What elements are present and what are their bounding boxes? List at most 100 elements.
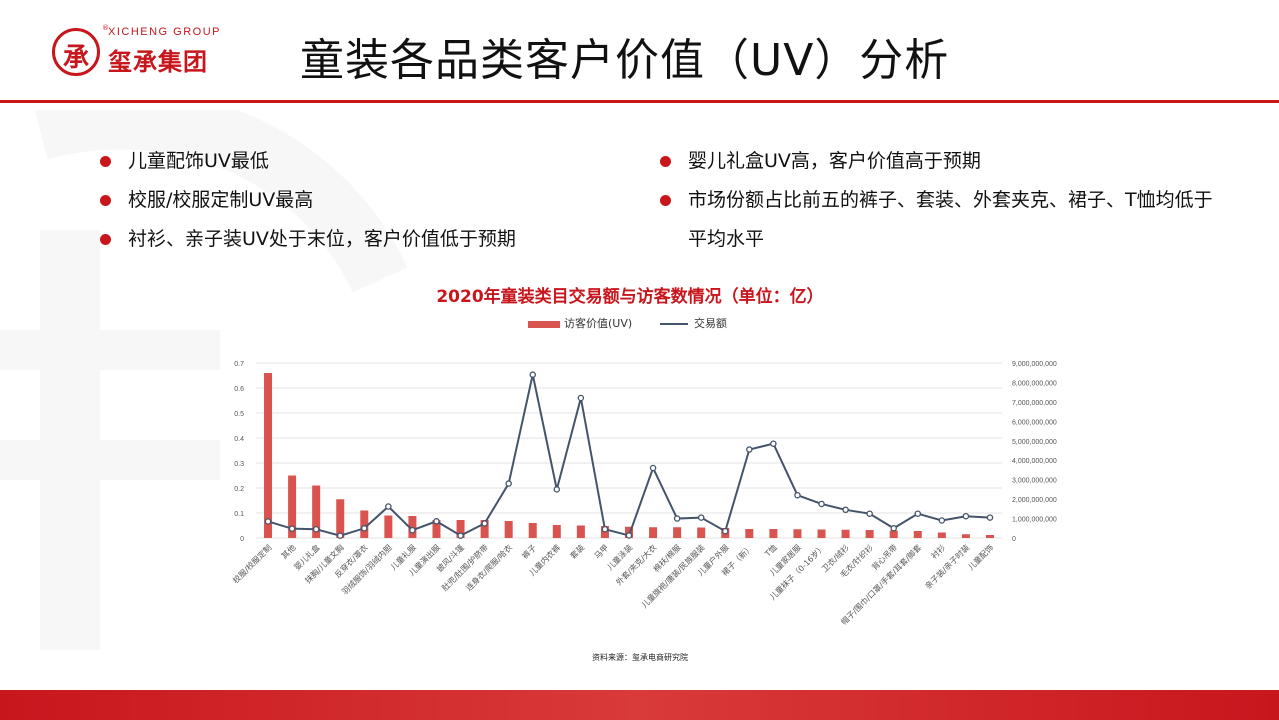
x-category-label: 其他 bbox=[279, 542, 297, 560]
gmv-point bbox=[288, 525, 296, 532]
bullet-dot-icon bbox=[100, 195, 111, 206]
bullet-dot-icon bbox=[100, 156, 111, 167]
uv-bar bbox=[288, 475, 297, 538]
y-left-tick-label: 0.3 bbox=[234, 461, 244, 468]
gmv-point bbox=[577, 394, 585, 402]
gmv-point bbox=[866, 510, 873, 517]
gmv-point bbox=[385, 503, 392, 510]
chart-title: 2020年童装类目交易额与访客数情况（单位：亿） bbox=[436, 287, 824, 307]
uv-bar bbox=[985, 535, 994, 538]
gmv-point bbox=[697, 514, 705, 521]
uv-bar bbox=[769, 529, 778, 538]
uv-bar bbox=[552, 525, 561, 538]
bullet-item: 市场份额占比前五的裤子、套装、外套夹克、裙子、T恤均低于平均水平 bbox=[660, 181, 1220, 259]
y-left-tick-label: 0.5 bbox=[234, 411, 244, 418]
uv-bar bbox=[528, 523, 537, 538]
x-category-label: T恤 bbox=[762, 542, 779, 559]
uv-bar bbox=[336, 499, 345, 538]
x-category-label: 校服/校服定制 bbox=[231, 542, 274, 585]
uv-bar bbox=[576, 525, 585, 538]
gmv-point bbox=[962, 512, 970, 520]
logo-chinese: 玺承集团 bbox=[108, 48, 208, 76]
footer-bar bbox=[0, 690, 1279, 720]
uv-bar bbox=[432, 520, 441, 538]
gmv-point bbox=[553, 486, 561, 493]
chart-legend: 访客价值(UV) 交易额 bbox=[470, 314, 800, 334]
y-right-tick-label: 1,000,000,000 bbox=[1012, 517, 1057, 524]
uv-bar bbox=[673, 527, 682, 538]
gmv-point bbox=[794, 491, 801, 499]
y-left-tick-label: 0.2 bbox=[234, 486, 244, 493]
uv-bar bbox=[264, 373, 273, 538]
uv-bar bbox=[697, 527, 706, 538]
y-left-tick-label: 0.7 bbox=[234, 361, 244, 368]
x-category-label: 马甲 bbox=[593, 543, 611, 561]
bullet-dot-icon bbox=[660, 195, 671, 206]
gmv-line bbox=[267, 374, 991, 537]
gmv-point bbox=[842, 506, 849, 514]
uv-bar bbox=[504, 521, 513, 538]
gmv-point bbox=[336, 532, 344, 539]
bullet-item: 儿童配饰UV最低 bbox=[100, 142, 620, 181]
bullet-item: 衬衫、亲子装UV处于末位，客户价值低于预期 bbox=[100, 220, 620, 259]
watermark-logo bbox=[0, 110, 408, 650]
y-right-tick-label: 3,000,000,000 bbox=[1012, 478, 1057, 485]
gmv-point bbox=[746, 446, 753, 453]
gmv-point bbox=[770, 440, 777, 447]
gmv-point bbox=[890, 525, 897, 532]
gmv-point bbox=[457, 532, 464, 539]
bullet-list-right: 婴儿礼盒UV高，客户价值高于预期 市场份额占比前五的裤子、套装、外套夹克、裙子、… bbox=[660, 142, 1220, 259]
legend-item-gmv: 交易额 bbox=[660, 314, 727, 334]
x-category-label: 儿童配饰 bbox=[966, 542, 996, 572]
y-right-tick-label: 8,000,000,000 bbox=[1012, 380, 1057, 387]
gmv-point bbox=[625, 532, 633, 539]
uv-bar bbox=[841, 529, 850, 538]
x-category-label: 裤子 bbox=[520, 542, 538, 560]
gmv-point bbox=[986, 514, 994, 521]
gmv-point bbox=[914, 510, 922, 517]
company-logo: 承 ® XICHENG GROUP 玺承集团 bbox=[52, 24, 222, 84]
uv-bar bbox=[913, 531, 922, 538]
gmv-point bbox=[529, 371, 536, 378]
x-category-label: 衬衫 bbox=[929, 542, 947, 560]
y-right-tick-label: 2,000,000,000 bbox=[1012, 497, 1057, 504]
uv-bar bbox=[817, 529, 826, 538]
gmv-point bbox=[433, 518, 440, 525]
gmv-point bbox=[409, 526, 416, 534]
y-right-tick-label: 6,000,000,000 bbox=[1012, 419, 1057, 426]
uv-bar bbox=[889, 530, 898, 538]
y-left-tick-label: 0.1 bbox=[234, 511, 244, 518]
uv-bar bbox=[649, 527, 658, 538]
uv-bar bbox=[360, 510, 369, 538]
uv-bar bbox=[456, 520, 465, 538]
gmv-point bbox=[601, 526, 609, 533]
gmv-point bbox=[264, 518, 272, 525]
legend-line-swatch bbox=[660, 323, 688, 325]
gmv-point bbox=[938, 517, 946, 524]
y-left-tick-label: 0 bbox=[240, 536, 244, 543]
uv-bar bbox=[793, 529, 802, 538]
legend-item-uv: 访客价值(UV) bbox=[528, 314, 632, 334]
bullet-item: 婴儿礼盒UV高，客户价值高于预期 bbox=[660, 142, 1220, 181]
bullet-dot-icon bbox=[660, 156, 671, 167]
y-right-tick-label: 9,000,000,000 bbox=[1012, 361, 1057, 368]
y-right-tick-label: 5,000,000,000 bbox=[1012, 439, 1057, 446]
bullet-list-left: 儿童配饰UV最低 校服/校服定制UV最高 衬衫、亲子装UV处于末位，客户价值低于… bbox=[100, 142, 620, 259]
gmv-point bbox=[361, 525, 368, 532]
uv-bar bbox=[312, 485, 321, 538]
y-left-tick-label: 0.6 bbox=[234, 386, 244, 393]
uv-bar bbox=[480, 520, 489, 538]
gmv-point bbox=[481, 520, 488, 527]
chart-source: 资料来源：玺承电商研究院 bbox=[592, 653, 688, 662]
y-right-tick-label: 4,000,000,000 bbox=[1012, 458, 1057, 465]
gmv-point bbox=[673, 515, 681, 522]
y-left-tick-label: 0.4 bbox=[234, 436, 244, 443]
gmv-point bbox=[649, 464, 657, 472]
legend-bar-swatch bbox=[528, 320, 560, 328]
x-category-label: 套装 bbox=[568, 542, 586, 560]
y-right-tick-label: 7,000,000,000 bbox=[1012, 400, 1057, 407]
uv-bar bbox=[937, 532, 946, 538]
uv-bar bbox=[745, 529, 754, 538]
x-category-label: 外套/夹克/大衣 bbox=[614, 542, 659, 587]
